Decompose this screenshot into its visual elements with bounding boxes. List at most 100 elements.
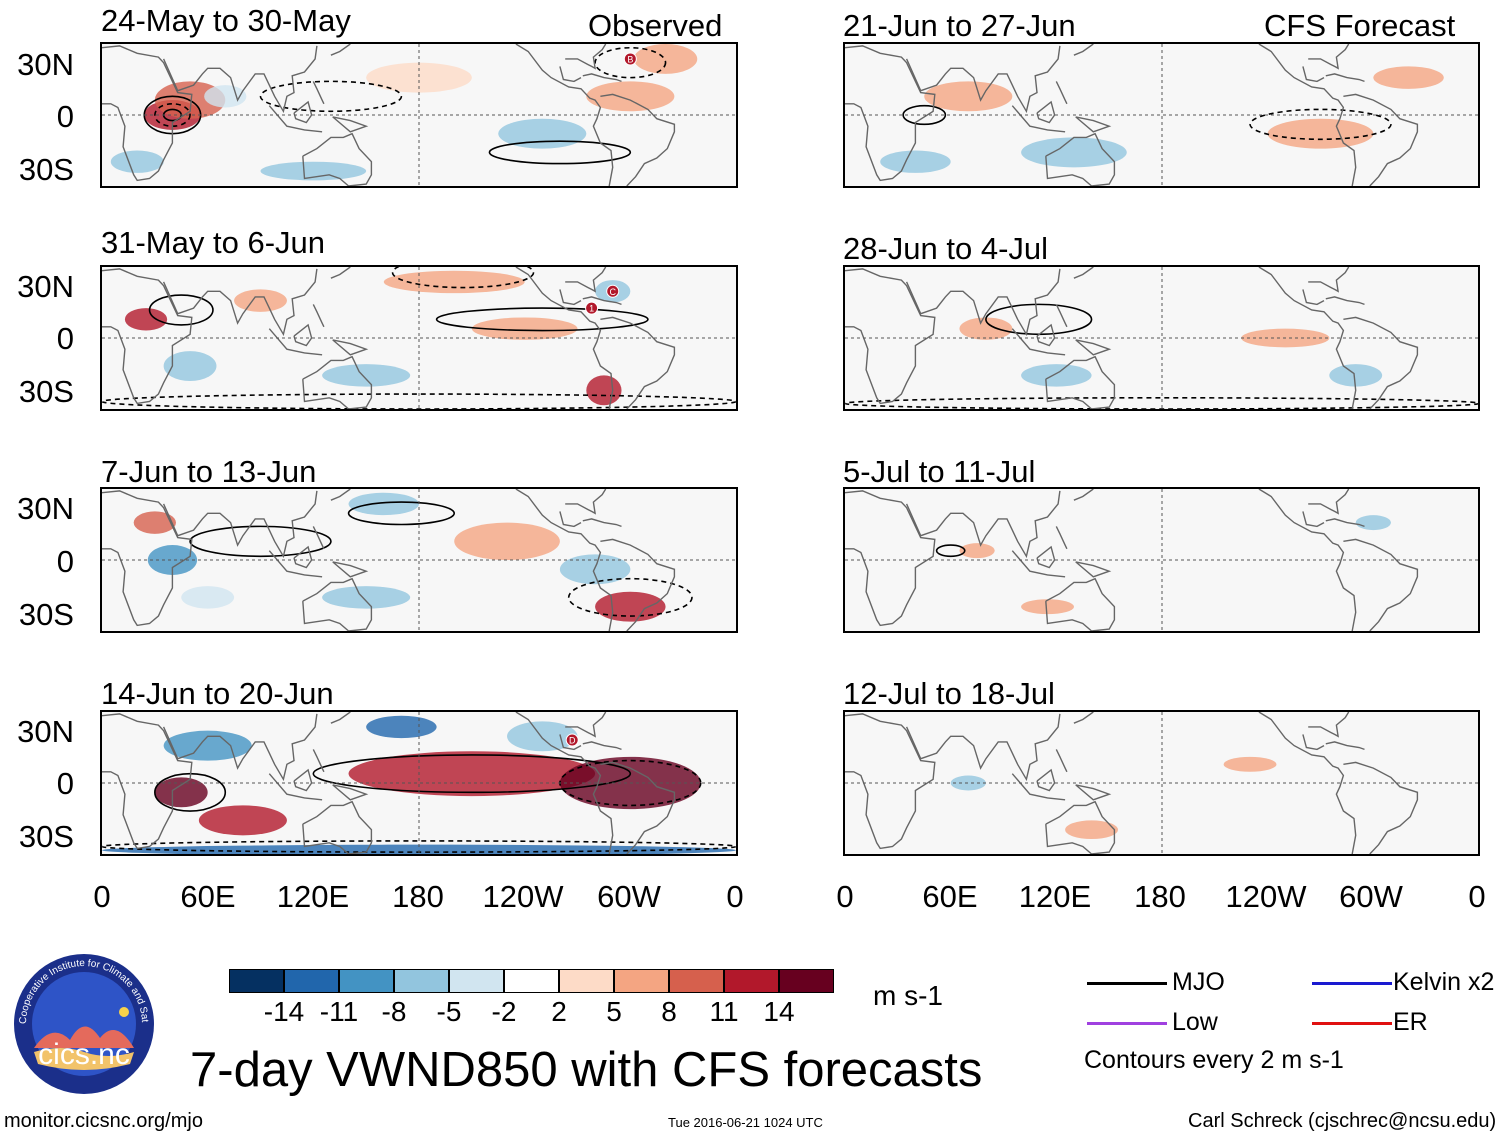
- lat-label: 30S: [18, 597, 74, 632]
- legend-line-er: [1312, 1022, 1392, 1025]
- anomaly-shading: [595, 591, 666, 622]
- coastline: [102, 268, 193, 405]
- lon-label: 180: [1134, 879, 1186, 914]
- coastline: [1045, 355, 1116, 409]
- anomaly-shading: [559, 554, 631, 585]
- anomaly-shading: [507, 721, 578, 752]
- coastline: [1302, 511, 1325, 528]
- coastline: [1045, 132, 1116, 186]
- lat-label: 30N: [17, 269, 74, 304]
- colorbar-tick-label: 14: [763, 996, 795, 1027]
- coastline: [1055, 526, 1068, 550]
- lat-label: 30N: [17, 491, 74, 526]
- anomaly-shading: [348, 751, 596, 797]
- coastline: [1045, 800, 1116, 854]
- lon-label: 0: [93, 879, 111, 914]
- forecast-map-panel-2: [843, 265, 1480, 411]
- coastline: [1343, 316, 1419, 409]
- legend-label-er: ER: [1393, 1008, 1428, 1036]
- storm-marker-dot: [585, 301, 599, 315]
- coastline: [162, 713, 318, 782]
- anomaly-shading: [471, 317, 578, 340]
- observed-map-4: D: [102, 712, 736, 854]
- forecast-map-4: [845, 712, 1478, 854]
- anomaly-shading: [454, 522, 560, 560]
- observed-panel-title: 31-May to 6-Jun: [101, 225, 325, 260]
- coastline: [515, 44, 614, 186]
- colorbar-tick-label: -2: [491, 996, 517, 1027]
- coastline: [330, 489, 351, 501]
- lat-label: 30N: [17, 714, 74, 749]
- storm-marker: D: [565, 733, 579, 747]
- coastline: [582, 73, 622, 83]
- mjo-contour: [189, 525, 332, 558]
- lon-label: 0: [836, 879, 854, 914]
- source-url[interactable]: monitor.cicsnc.org/mjo: [4, 1110, 203, 1132]
- lat-label: 30S: [18, 819, 74, 854]
- anomaly-shading: [924, 81, 1013, 112]
- forecast-panel-title: 21-Jun to 27-Jun: [843, 8, 1076, 43]
- lon-label: 60W: [1339, 879, 1403, 914]
- legend-label-low: Low: [1172, 1008, 1218, 1036]
- coastline: [1343, 761, 1419, 854]
- coastline: [1075, 116, 1112, 133]
- contour-note: Contours every 2 m s-1: [1084, 1046, 1344, 1074]
- storm-marker-dot: [606, 284, 620, 298]
- coastline: [1073, 489, 1094, 501]
- legend-label-kelvin: Kelvin x2: [1393, 968, 1495, 996]
- coastline: [302, 800, 373, 854]
- logo-text: cics.nc: [38, 1038, 130, 1071]
- coastline: [600, 93, 676, 186]
- coastline: [559, 289, 582, 306]
- lon-label: 0: [726, 879, 744, 914]
- coastline: [1036, 768, 1056, 792]
- main-title: 7-day VWND850 with CFS forecasts: [190, 1043, 983, 1097]
- lon-label: 60E: [922, 879, 978, 914]
- coastline: [565, 44, 607, 70]
- observed-map-panel-4: D: [100, 710, 738, 856]
- mjo-contour: [935, 544, 966, 558]
- coastline: [268, 105, 323, 133]
- observed-map-1: B: [102, 44, 736, 186]
- forecast-map-2: [845, 267, 1478, 409]
- colorbar-swatch: [284, 969, 339, 993]
- forecast-label: CFS Forecast: [1264, 8, 1456, 43]
- anomaly-shading: [1329, 364, 1383, 387]
- anomaly-shading: [163, 730, 252, 761]
- colorbar-swatch: [614, 969, 669, 993]
- colorbar-swatch: [229, 969, 284, 993]
- legend-line-kelvin: [1312, 982, 1392, 985]
- anomaly-shading: [102, 844, 736, 854]
- anomaly-shading: [322, 364, 411, 387]
- coastline: [302, 355, 373, 409]
- coastline: [1073, 712, 1094, 724]
- legend-line-low: [1087, 1022, 1167, 1025]
- colorbar-tick-label: 5: [606, 996, 622, 1027]
- storm-marker-dot: [623, 52, 637, 66]
- storm-marker-label: C: [609, 287, 616, 297]
- coastline: [559, 511, 582, 528]
- coastline: [1325, 73, 1365, 83]
- coastline: [332, 784, 369, 801]
- coastline: [1011, 773, 1066, 801]
- anomaly-shading: [234, 289, 287, 312]
- lon-label: 60W: [597, 879, 661, 914]
- anomaly-shading: [366, 62, 472, 93]
- mjo-contour: [567, 577, 693, 617]
- legend-label-mjo: MJO: [1172, 968, 1225, 996]
- forecast-panel-title: 28-Jun to 4-Jul: [843, 231, 1049, 266]
- mjo-contour: [312, 754, 632, 794]
- storm-marker: 1: [585, 301, 599, 315]
- coastline: [332, 339, 369, 356]
- colorbar-swatch: [504, 969, 559, 993]
- observed-panel-title: 14-Jun to 20-Jun: [101, 676, 334, 711]
- coastline: [312, 526, 325, 550]
- mjo-contour: [435, 307, 649, 332]
- anomaly-shading: [110, 150, 164, 173]
- anomaly-shading: [198, 805, 287, 836]
- coastline: [312, 304, 325, 328]
- observed-map-panel-1: B: [100, 42, 738, 188]
- coastline: [1055, 749, 1068, 773]
- observed-panel-title: 24-May to 30-May: [101, 3, 351, 38]
